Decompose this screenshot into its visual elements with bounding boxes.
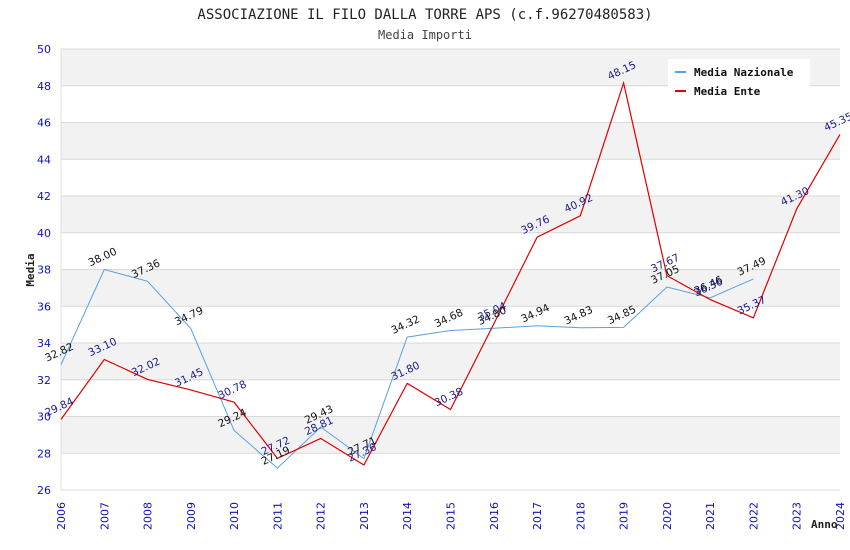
- x-tick-label: 2017: [531, 502, 544, 530]
- y-tick-label: 40: [37, 227, 51, 240]
- y-tick-label: 44: [37, 153, 51, 166]
- x-tick-label: 2023: [791, 502, 804, 530]
- legend: Media Nazionale Media Ente: [668, 59, 810, 101]
- x-tick-label: 2008: [142, 502, 155, 530]
- x-tick-label: 2020: [661, 502, 674, 530]
- data-label: 34.85: [606, 304, 638, 328]
- grid-band: [61, 343, 840, 380]
- y-axis-ticks: 26 28 30 32 34 36 38 40 42 44 46 48 50: [37, 43, 51, 497]
- series-line-media-ente: [60, 80, 841, 466]
- y-tick-label: 38: [37, 264, 51, 277]
- y-tick-label: 36: [37, 300, 51, 313]
- x-tick-label: 2011: [271, 502, 284, 530]
- legend-label: Media Ente: [694, 85, 761, 98]
- y-axis-label: Media: [24, 253, 37, 286]
- y-tick-label: 42: [37, 190, 51, 203]
- y-tick-label: 34: [37, 337, 51, 350]
- x-tick-label: 2007: [98, 502, 111, 530]
- data-label: 34.32: [389, 313, 421, 337]
- x-tick-label: 2019: [618, 502, 631, 530]
- series-line-media-nazionale: [60, 268, 754, 469]
- data-label: 34.79: [173, 305, 205, 329]
- legend-label: Media Nazionale: [694, 66, 794, 79]
- data-label: 38.00: [86, 246, 118, 270]
- y-tick-label: 28: [37, 447, 51, 460]
- y-tick-label: 30: [37, 411, 51, 424]
- y-tick-label: 46: [37, 117, 51, 130]
- x-axis-label: Anno: [811, 518, 838, 531]
- x-tick-label: 2013: [358, 502, 371, 530]
- x-tick-label: 2015: [445, 502, 458, 530]
- x-tick-label: 2009: [185, 502, 198, 530]
- y-tick-label: 26: [37, 484, 51, 497]
- x-tick-label: 2024: [834, 502, 847, 530]
- grid-lines: [60, 48, 840, 491]
- y-tick-label: 48: [37, 80, 51, 93]
- grid-band: [61, 269, 840, 307]
- x-tick-label: 2016: [488, 502, 501, 530]
- y-tick-label: 32: [37, 374, 51, 387]
- chart-subtitle: Media Importi: [378, 28, 472, 42]
- x-tick-label: 2021: [704, 502, 717, 530]
- data-label: 30.38: [433, 386, 465, 410]
- data-label: 34.68: [433, 307, 465, 331]
- x-tick-label: 2006: [55, 502, 68, 530]
- grid-band: [61, 196, 840, 233]
- grid-band: [61, 416, 840, 454]
- x-tick-label: 2018: [574, 502, 587, 530]
- legend-box: [668, 59, 810, 101]
- chart-title: ASSOCIAZIONE IL FILO DALLA TORRE APS (c.…: [197, 7, 652, 23]
- x-tick-label: 2010: [228, 502, 241, 530]
- x-tick-label: 2012: [315, 502, 328, 530]
- data-label: 30.78: [216, 378, 248, 402]
- grid-band: [61, 122, 840, 160]
- x-tick-label: 2014: [401, 502, 414, 530]
- data-label: 29.84: [43, 395, 76, 419]
- data-label: 34.83: [562, 304, 594, 328]
- x-axis-ticks: 2006 2007 2008 2009 2010 2011 2012 2013 2014 2015…: [55, 502, 847, 530]
- series-lines: [60, 80, 841, 469]
- y-tick-label: 50: [37, 43, 51, 56]
- x-tick-label: 2022: [747, 502, 760, 530]
